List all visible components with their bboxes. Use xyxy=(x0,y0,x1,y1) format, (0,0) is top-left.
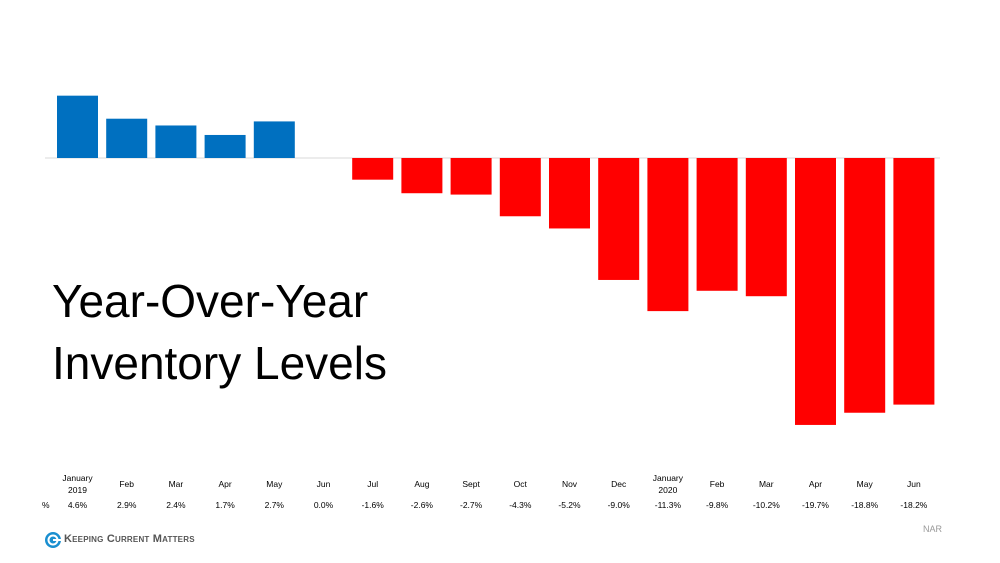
x-tick-label: Jul xyxy=(367,479,379,489)
bar xyxy=(893,158,935,405)
x-tick-label: Oct xyxy=(513,479,527,489)
x-tick-label: Aug xyxy=(414,479,430,489)
x-tick-label: Jun xyxy=(316,479,331,489)
value-label: -9.0% xyxy=(607,500,630,510)
bar xyxy=(549,158,590,229)
bar xyxy=(106,118,148,158)
value-label: -9.8% xyxy=(705,500,729,510)
value-label: -2.6% xyxy=(410,500,433,510)
value-label: -18.8% xyxy=(851,500,879,510)
bar xyxy=(352,158,394,180)
bar xyxy=(844,158,886,413)
x-tick-label: Feb xyxy=(709,479,725,489)
x-tick-label: Sept xyxy=(462,479,480,489)
value-label: -5.2% xyxy=(558,500,581,510)
x-tick-label: May xyxy=(856,479,873,489)
x-tick-label: January 2019 xyxy=(62,473,93,495)
value-label: -4.3% xyxy=(509,500,532,510)
brand: Keeping Current Matters xyxy=(64,533,195,545)
x-tick-label: Apr xyxy=(808,479,823,489)
bar xyxy=(401,158,443,194)
value-label: 2.4% xyxy=(166,500,186,510)
x-tick-label: Dec xyxy=(611,479,627,489)
bar xyxy=(745,158,787,297)
x-tick-label: Jun xyxy=(907,479,921,489)
bar xyxy=(204,134,246,158)
row-label: % xyxy=(42,500,50,510)
chart-title: Year-Over-Year Inventory Levels xyxy=(52,275,387,389)
bar xyxy=(598,158,640,280)
bar xyxy=(253,121,295,158)
chart xyxy=(45,95,940,425)
bar xyxy=(696,158,738,291)
x-tick-label: Apr xyxy=(218,479,232,489)
value-label: -10.2% xyxy=(752,500,780,510)
logo-icon xyxy=(45,532,61,548)
x-tick-label: Nov xyxy=(561,479,578,489)
bar xyxy=(450,158,492,195)
value-label: 0.0% xyxy=(313,500,334,510)
x-tick-label: Mar xyxy=(168,479,184,489)
x-tick-label: May xyxy=(266,479,283,489)
value-label: 1.7% xyxy=(215,500,235,510)
bar xyxy=(499,158,541,217)
bar xyxy=(57,95,98,158)
x-tick-label: January 2020 xyxy=(652,473,684,495)
source: NAR xyxy=(922,524,942,534)
value-label: -11.3% xyxy=(654,500,682,510)
value-label: 2.9% xyxy=(117,500,137,510)
value-label: -19.7% xyxy=(802,500,829,510)
value-label: -1.6% xyxy=(361,500,384,510)
value-label: 4.6% xyxy=(67,500,88,510)
x-tick-label: Feb xyxy=(119,479,135,489)
bar xyxy=(647,158,689,312)
value-label: -2.7% xyxy=(459,500,483,510)
bar xyxy=(795,158,836,425)
value-label: 2.7% xyxy=(264,500,284,510)
bar xyxy=(155,125,197,158)
value-label: -18.2% xyxy=(900,500,928,510)
x-tick-label: Mar xyxy=(758,479,774,489)
